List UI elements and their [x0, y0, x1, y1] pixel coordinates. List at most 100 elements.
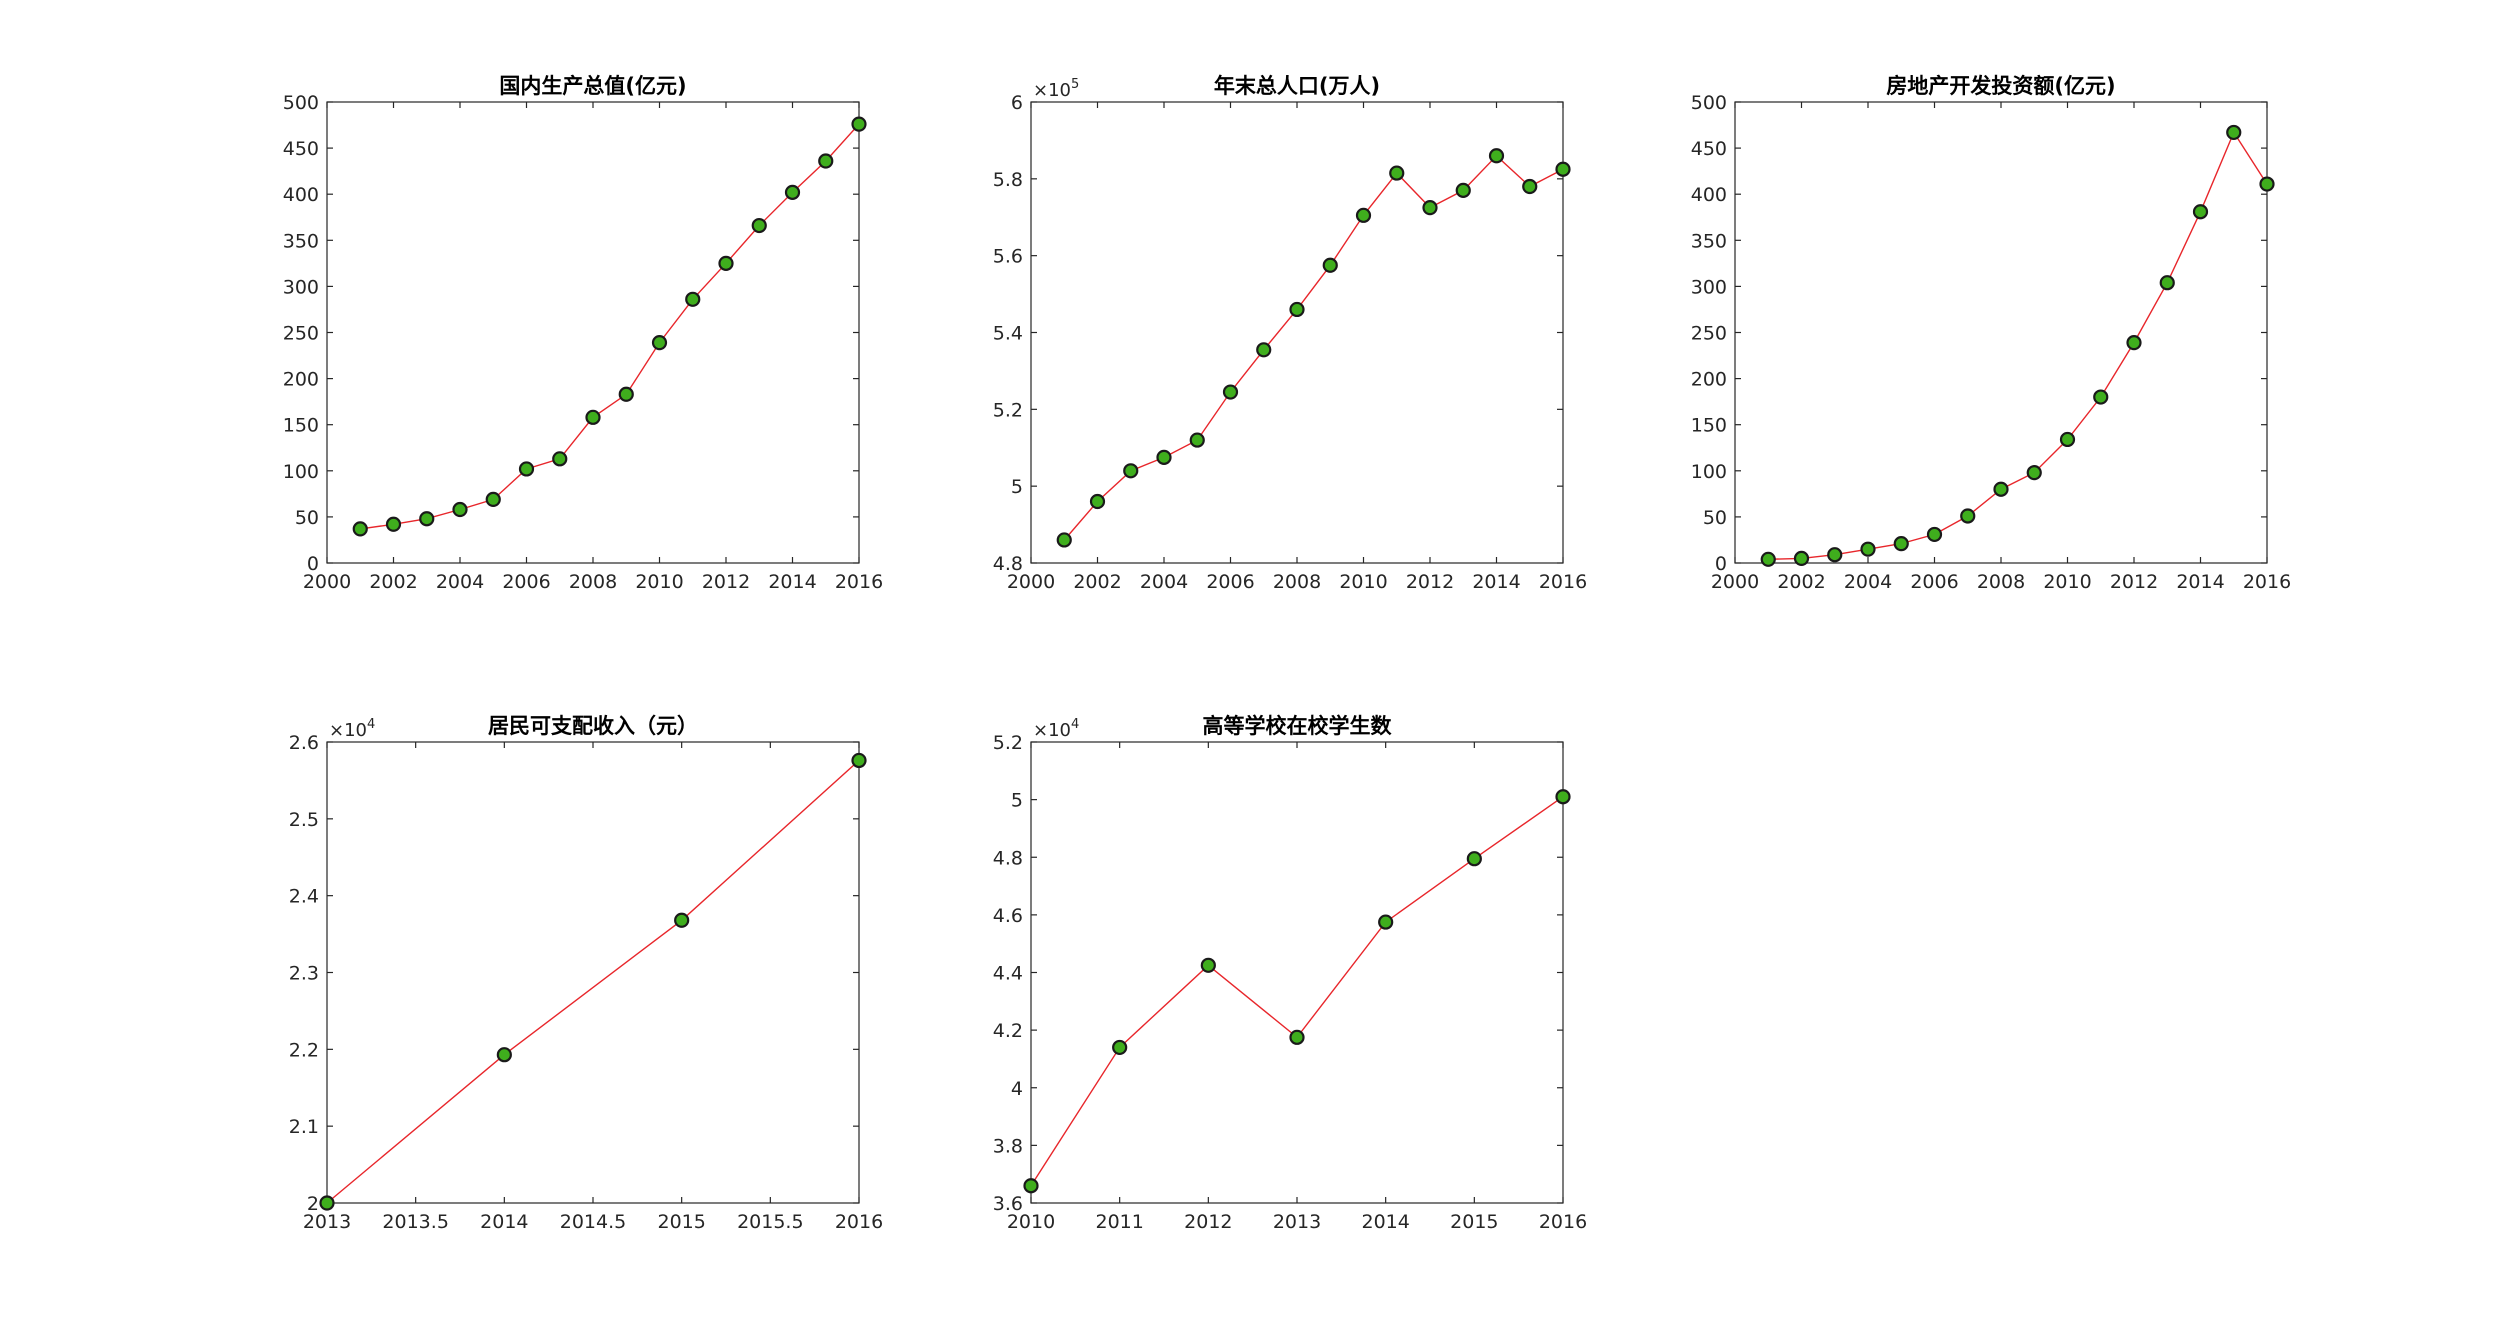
- data-point: [2061, 433, 2074, 446]
- exponent-power: 4: [367, 717, 375, 732]
- data-point: [587, 411, 600, 424]
- x-tick-label: 2006: [1910, 571, 1958, 593]
- exponent-base: ×10: [1033, 720, 1071, 741]
- y-tick-label: 2.5: [289, 809, 319, 831]
- y-tick-label: 250: [1691, 323, 1727, 345]
- data-point: [1995, 483, 2008, 496]
- data-point: [720, 257, 733, 270]
- data-point: [2194, 205, 2207, 218]
- x-tick-label: 2012: [1184, 1211, 1232, 1233]
- y-tick-label: 200: [283, 369, 319, 391]
- plot-area: [1031, 102, 1563, 563]
- y-tick-label: 4.4: [993, 963, 1023, 985]
- data-point: [2261, 178, 2274, 191]
- data-point: [620, 388, 633, 401]
- x-tick-label: 2016: [2243, 571, 2291, 593]
- x-tick-label: 2014: [2176, 571, 2224, 593]
- x-tick-label: 2010: [2043, 571, 2091, 593]
- data-point: [498, 1048, 511, 1061]
- y-tick-label: 5.2: [993, 732, 1023, 754]
- x-tick-label: 2010: [635, 571, 683, 593]
- data-point: [1324, 259, 1337, 272]
- data-point: [819, 155, 832, 168]
- data-point: [1091, 495, 1104, 508]
- data-point: [454, 503, 467, 516]
- x-tick-label: 2011: [1095, 1211, 1143, 1233]
- y-tick-label: 6: [1011, 92, 1023, 114]
- data-point: [1379, 916, 1392, 929]
- x-tick-label: 2016: [1539, 571, 1587, 593]
- y-tick-label: 2.2: [289, 1039, 319, 1061]
- data-point: [1457, 184, 1470, 197]
- data-point: [1357, 209, 1370, 222]
- y-tick-label: 400: [1691, 184, 1727, 206]
- data-point: [1025, 1179, 1038, 1192]
- data-point: [1557, 163, 1570, 176]
- y-tick-label: 350: [283, 230, 319, 252]
- y-tick-label: 2.6: [289, 732, 319, 754]
- x-tick-label: 2015.5: [737, 1211, 803, 1233]
- x-tick-label: 2002: [369, 571, 417, 593]
- y-tick-label: 450: [1691, 138, 1727, 160]
- x-tick-label: 2016: [1539, 1211, 1587, 1233]
- data-point: [420, 512, 433, 525]
- x-tick-label: 2016: [835, 1211, 883, 1233]
- y-tick-label: 400: [283, 184, 319, 206]
- data-point: [1124, 464, 1137, 477]
- chart-title: 房地产开发投资额(亿元): [1886, 74, 2115, 98]
- data-point: [1158, 451, 1171, 464]
- series-line: [1031, 797, 1563, 1186]
- data-point: [1895, 537, 1908, 550]
- data-point: [853, 118, 866, 131]
- series-line: [327, 760, 859, 1203]
- y-tick-label: 4.6: [993, 905, 1023, 927]
- y-tick-label: 5.2: [993, 399, 1023, 421]
- data-point: [1202, 959, 1215, 972]
- data-point: [1928, 528, 1941, 541]
- x-tick-label: 2015: [657, 1211, 705, 1233]
- series-line: [1768, 132, 2267, 559]
- chart-title: 国内生产总值(亿元): [499, 74, 686, 98]
- y-tick-label: 300: [283, 276, 319, 298]
- plot-area: [327, 742, 859, 1203]
- data-point: [1468, 852, 1481, 865]
- data-point: [2128, 336, 2141, 349]
- x-tick-label: 2013.5: [382, 1211, 448, 1233]
- data-point: [387, 518, 400, 531]
- x-tick-label: 2008: [1977, 571, 2025, 593]
- x-tick-label: 2010: [1339, 571, 1387, 593]
- x-tick-label: 2014: [1472, 571, 1520, 593]
- y-tick-label: 4.8: [993, 847, 1023, 869]
- data-point: [1862, 543, 1875, 556]
- data-point: [853, 754, 866, 767]
- chart-title: 高等学校在校学生数: [1203, 714, 1393, 738]
- y-tick-label: 300: [1691, 276, 1727, 298]
- data-point: [354, 522, 367, 535]
- data-point: [1762, 553, 1775, 566]
- data-point: [675, 914, 688, 927]
- x-tick-label: 2014.5: [560, 1211, 626, 1233]
- exponent-power: 5: [1071, 77, 1079, 92]
- data-point: [487, 493, 500, 506]
- chart-title: 年末总人口(万人): [1214, 74, 1380, 98]
- data-point: [1961, 509, 1974, 522]
- data-point: [1390, 167, 1403, 180]
- subplot-college-students: 高等学校在校学生数 2010 2011 2012 2013 2014 2015 2016 3.6…: [993, 714, 1587, 1233]
- subplot-gdp: 国内生产总值(亿元)2000 2002 2004 2006 2008 2010 2012 20…: [283, 74, 883, 593]
- data-point: [2227, 126, 2240, 139]
- y-tick-label: 150: [283, 415, 319, 437]
- x-tick-label: 2012: [702, 571, 750, 593]
- chart-title: 居民可支配收入（元）: [488, 714, 698, 738]
- data-point: [1828, 548, 1841, 561]
- x-tick-label: 2012: [2110, 571, 2158, 593]
- x-tick-label: 2008: [1273, 571, 1321, 593]
- y-axis-exponent-label: ×105: [1033, 77, 1079, 101]
- data-point: [1490, 149, 1503, 162]
- data-point: [1191, 434, 1204, 447]
- data-point: [2094, 391, 2107, 404]
- y-tick-label: 3.8: [993, 1135, 1023, 1157]
- subplot-population: 年末总人口(万人) 2000 2002 2004 2006 2008 2010 2012 201…: [993, 74, 1587, 593]
- data-point: [2028, 466, 2041, 479]
- y-tick-label: 100: [1691, 461, 1727, 483]
